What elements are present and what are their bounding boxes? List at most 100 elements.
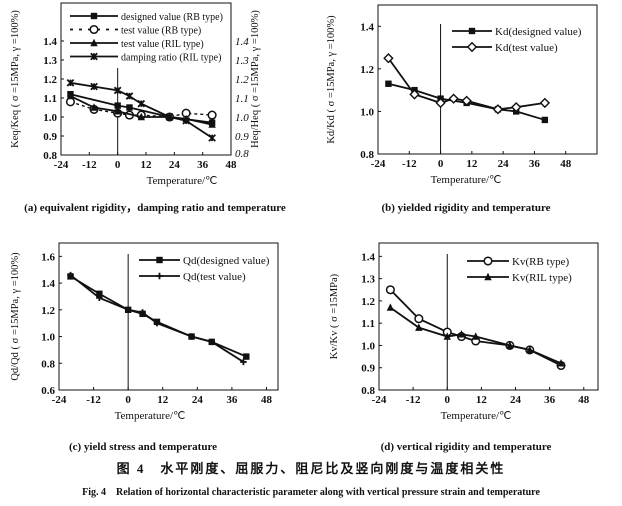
y-tick-label: 1.3: [43, 55, 57, 67]
data-point: [492, 104, 504, 115]
y-tick-label: 1.4: [361, 251, 375, 263]
x-tick-label: 24: [192, 394, 204, 406]
data-point: [139, 309, 146, 316]
caption-d: (d) vertical rigidity and temperature: [381, 441, 552, 453]
y-tick-label: 0.9: [43, 131, 57, 143]
y-tick-label: 1.3: [361, 274, 375, 286]
legend-marker: [90, 38, 98, 47]
data-point: [113, 86, 122, 95]
data-point: [461, 95, 472, 106]
legend-label: Kd(test value): [495, 42, 558, 54]
y-right-tick-label: 0.9: [235, 131, 249, 143]
x-tick-label: 0: [125, 394, 131, 406]
legend-marker: [156, 256, 163, 264]
data-point: [386, 303, 395, 311]
x-tick-label: 0: [445, 394, 451, 406]
y-tick-label: 0.6: [41, 385, 55, 397]
y-tick-label: 1.4: [43, 36, 57, 48]
data-point: [243, 353, 250, 360]
y-right-tick-label: 1.4: [235, 36, 249, 48]
x-tick-label: 48: [560, 158, 572, 170]
y-tick-label: 0.9: [361, 363, 375, 375]
plot-frame: [58, 242, 279, 391]
data-point: [125, 92, 134, 100]
data-point: [414, 314, 424, 324]
legend-marker: [156, 272, 163, 280]
x-tick-label: -24: [371, 158, 386, 170]
data-point: [114, 102, 121, 109]
chart-a: -24 -12 0 12 24 36 480.80.91.01.11.21.31.40.80…: [10, 2, 261, 187]
y-tick-label: 0.8: [360, 149, 374, 161]
x-tick-label: -12: [82, 159, 97, 171]
x-tick-label: 24: [169, 159, 181, 171]
x-axis-label: Temperature/℃: [441, 410, 512, 422]
series-3: [66, 78, 216, 142]
x-tick-label: 36: [544, 394, 556, 406]
x-axis-label: Temperature/℃: [147, 175, 218, 187]
legend-label: Qd(test value): [183, 271, 246, 283]
x-tick-label: 36: [226, 394, 238, 406]
y-axis-label: Keq/Keq ( σ =15MPa, γ =100%): [10, 10, 21, 148]
data-point: [182, 116, 190, 125]
legend-label: Kv(RB type): [512, 256, 569, 268]
data-point: [67, 271, 74, 279]
legend-label: designed value (RB type): [121, 12, 223, 23]
data-point: [208, 120, 216, 128]
x-tick-label: -12: [86, 394, 101, 406]
x-axis-label: Temperature/℃: [431, 174, 502, 186]
series-line: [70, 275, 247, 358]
legend-marker: [468, 27, 476, 35]
data-point: [137, 99, 146, 108]
data-point: [207, 110, 217, 120]
y-tick-label: 1.1: [361, 318, 375, 330]
y-right-tick-label: 1.0: [235, 112, 249, 124]
data-point: [113, 107, 122, 115]
series-line: [70, 81, 213, 139]
x-tick-label: 48: [226, 159, 238, 171]
y-tick-label: 1.0: [43, 112, 57, 124]
data-point: [385, 285, 395, 295]
data-point: [506, 341, 514, 349]
figure-title-en: Fig. 4 Relation of horizontal characteri…: [82, 487, 540, 498]
legend-marker: [90, 12, 98, 20]
legend-label: Kv(RIL type): [512, 272, 572, 284]
series-0: [385, 285, 566, 371]
legend-label: damping ratio (RIL type): [121, 53, 221, 64]
data-point: [472, 332, 480, 340]
data-point: [448, 93, 459, 104]
y-axis-label: Kv/Kv ( σ =15MPa): [329, 273, 340, 359]
legend-marker: [483, 256, 493, 266]
data-point: [137, 112, 145, 121]
x-axis-label: Temperature/℃: [115, 410, 186, 422]
caption-c: (c) yield stress and temperature: [69, 441, 217, 453]
x-tick-label: 48: [261, 394, 273, 406]
x-tick-label: -24: [372, 394, 387, 406]
legend-label: Kd(designed value): [495, 26, 582, 38]
caption-a: (a) equivalent rigidity，damping ratio an…: [24, 202, 286, 214]
data-point: [165, 113, 174, 121]
legend-label: Qd(designed value): [183, 255, 270, 267]
series-line: [69, 274, 244, 363]
y-tick-label: 1.6: [41, 251, 55, 263]
data-point: [240, 358, 247, 366]
data-point: [66, 91, 75, 100]
y-tick-label: 1.2: [43, 74, 57, 86]
data-point: [66, 78, 75, 87]
x-tick-label: -24: [52, 394, 67, 406]
series-line: [389, 306, 562, 365]
y-tick-label: 0.8: [41, 358, 55, 370]
y-tick-label: 1.2: [361, 296, 375, 308]
data-point: [409, 89, 420, 100]
data-point: [124, 306, 132, 314]
series-1: [386, 303, 565, 367]
legend-marker: [89, 24, 99, 35]
x-tick-label: 48: [578, 394, 590, 406]
y-axis-label-right: Heq/Heq ( σ =15MPa, γ =100%): [250, 10, 261, 148]
y-tick-label: 1.0: [361, 340, 375, 352]
y-tick-label: 1.4: [360, 21, 374, 33]
data-point: [90, 82, 98, 91]
x-tick-label: 12: [157, 394, 169, 406]
data-point: [435, 97, 446, 109]
